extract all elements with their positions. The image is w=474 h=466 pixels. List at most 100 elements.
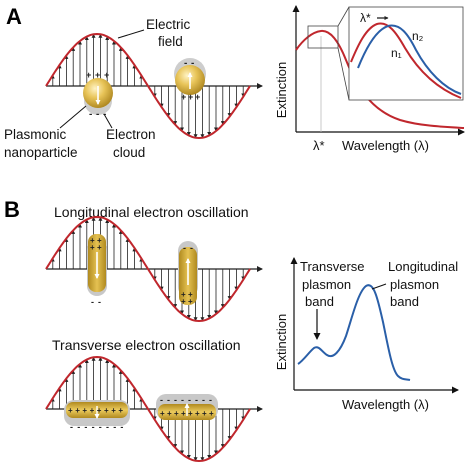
- panel-b-letter: B: [4, 197, 20, 222]
- inset-curve-blue: [357, 24, 462, 95]
- negative-charge-b3: -: [77, 422, 80, 432]
- negative-charge-b4: -: [181, 395, 184, 405]
- plasmonic-label-line1: Plasmonic: [4, 127, 67, 142]
- positive-charges-a2b: +: [188, 92, 193, 102]
- positive-charges-a1c: +: [104, 70, 109, 80]
- electron-cloud-label-line1: Electron: [106, 127, 156, 142]
- spectrum-a-ylabel: Extinction: [274, 62, 289, 118]
- negative-charge-b3: -: [92, 422, 95, 432]
- positive-charge-b4: +: [188, 409, 193, 418]
- nanorod-b2: [178, 241, 198, 305]
- negative-charge-b3: -: [113, 422, 116, 432]
- nanorod-b1: [87, 234, 107, 296]
- negative-charge-b3: -: [99, 422, 102, 432]
- positive-charge-b3: +: [111, 406, 116, 415]
- nanoparticle-a1: [83, 78, 113, 115]
- positive-charge-b3: +: [68, 406, 73, 415]
- positive-charge-b3: +: [118, 406, 123, 415]
- negative-charges-b1: -: [91, 297, 94, 307]
- negative-charge-b3: -: [84, 422, 87, 432]
- positive-charge-b3: +: [75, 406, 80, 415]
- wave-b1-sine: [45, 215, 251, 323]
- spectrum-b-curve: [297, 284, 411, 381]
- negative-charge-b4: -: [160, 395, 163, 405]
- positive-charges-b4: + + + + + + + +: [160, 409, 214, 418]
- negative-charge-b4: -: [167, 395, 170, 405]
- positive-charge-b4: +: [209, 409, 214, 418]
- positive-charges-b2d: +: [188, 297, 193, 306]
- transverse-band-line1: Transverse: [300, 259, 365, 274]
- negative-charge-b3: -: [70, 422, 73, 432]
- negative-charge-b3: -: [120, 422, 123, 432]
- inset-curve-red: [350, 22, 462, 99]
- negative-charges-b1b: -: [98, 297, 101, 307]
- longitudinal-band-line3: band: [390, 294, 419, 309]
- negative-charge-b4: -: [174, 395, 177, 405]
- cloud-pointer: [103, 113, 113, 129]
- electric-field-label-line1: Electric: [146, 17, 191, 32]
- zoom-connector-bottom: [337, 47, 350, 101]
- transverse-title: Transverse electron oscillation: [52, 337, 241, 353]
- wave-a-sine: [45, 32, 251, 140]
- legend-n2: n₂: [412, 29, 424, 43]
- negative-charges-b3: --------: [70, 422, 123, 432]
- negative-charges-b2: -: [183, 243, 186, 253]
- positive-charge-b3: +: [104, 406, 109, 415]
- zoom-box: [307, 25, 339, 49]
- electric-field-pointer: [117, 29, 145, 39]
- positive-charges-b2c: +: [181, 297, 186, 306]
- negative-charge-b4: -: [202, 395, 205, 405]
- negative-charges-a2: -: [184, 58, 187, 69]
- spectrum-a-curve-red: [295, 29, 465, 129]
- longitudinal-title: Longitudinal electron oscillation: [54, 204, 249, 220]
- negative-charge-b3: -: [106, 422, 109, 432]
- positive-charges-b1c: +: [90, 243, 95, 252]
- transverse-band-line2: plasmon: [302, 277, 351, 292]
- spectrum-b-ylabel: Extinction: [274, 314, 289, 370]
- nanorod-b4: [156, 394, 218, 420]
- negative-charges-a1b: -: [96, 109, 99, 120]
- negative-charges-b2b: -: [190, 243, 193, 253]
- longitudinal-band-line1: Longitudinal: [388, 259, 458, 274]
- electric-field-wave-a: [45, 32, 263, 140]
- positive-charge-b4: +: [167, 409, 172, 418]
- positive-charge-b3: +: [90, 406, 95, 415]
- positive-charge-b4: +: [160, 409, 165, 418]
- positive-charges-b3: + + + + + + + +: [68, 406, 123, 415]
- spectrum-b-xlabel: Wavelength (λ): [342, 397, 429, 412]
- negative-charge-b4: -: [195, 395, 198, 405]
- lambda-star-label: λ*: [313, 138, 325, 153]
- positive-charges-b1d: +: [97, 243, 102, 252]
- negative-charge-b4: -: [188, 395, 191, 405]
- spectrum-a-xlabel: Wavelength (λ): [342, 138, 429, 153]
- electron-cloud-label-line2: cloud: [113, 145, 145, 160]
- positive-charge-b3: +: [82, 406, 87, 415]
- positive-charges-a2: +: [181, 92, 186, 102]
- electric-field-label-line2: field: [158, 34, 183, 49]
- longitudinal-band-line2: plasmon: [390, 277, 439, 292]
- negative-charges-a1: -: [89, 109, 92, 120]
- zoom-connector-top: [337, 6, 350, 27]
- negative-charge-b4: -: [209, 395, 212, 405]
- electric-field-wave-b1: [45, 215, 263, 323]
- wave-b2-sine: [45, 355, 251, 463]
- positive-charges-a1b: +: [95, 70, 100, 80]
- positive-charges-a1: +: [86, 70, 91, 80]
- positive-charge-b4: +: [181, 409, 186, 418]
- positive-charge-b4: +: [202, 409, 207, 418]
- plasmonic-label-line2: nanoparticle: [4, 145, 78, 160]
- spectrum-b: [290, 257, 459, 394]
- positive-charge-b3: +: [97, 406, 102, 415]
- legend-n1: n₁: [391, 46, 402, 60]
- spectrum-a: [292, 5, 465, 136]
- positive-charges-b2: +: [181, 290, 186, 299]
- negative-charges-b4: --------: [160, 395, 212, 405]
- positive-charges-b1: +: [90, 236, 95, 245]
- positive-charges-a2c: +: [195, 92, 200, 102]
- particle-pointer: [59, 105, 87, 129]
- positive-charge-b4: +: [195, 409, 200, 418]
- transverse-band-line3: band: [305, 294, 334, 309]
- nanoparticle-a2: [174, 58, 206, 95]
- nanorod-b3: [64, 400, 130, 426]
